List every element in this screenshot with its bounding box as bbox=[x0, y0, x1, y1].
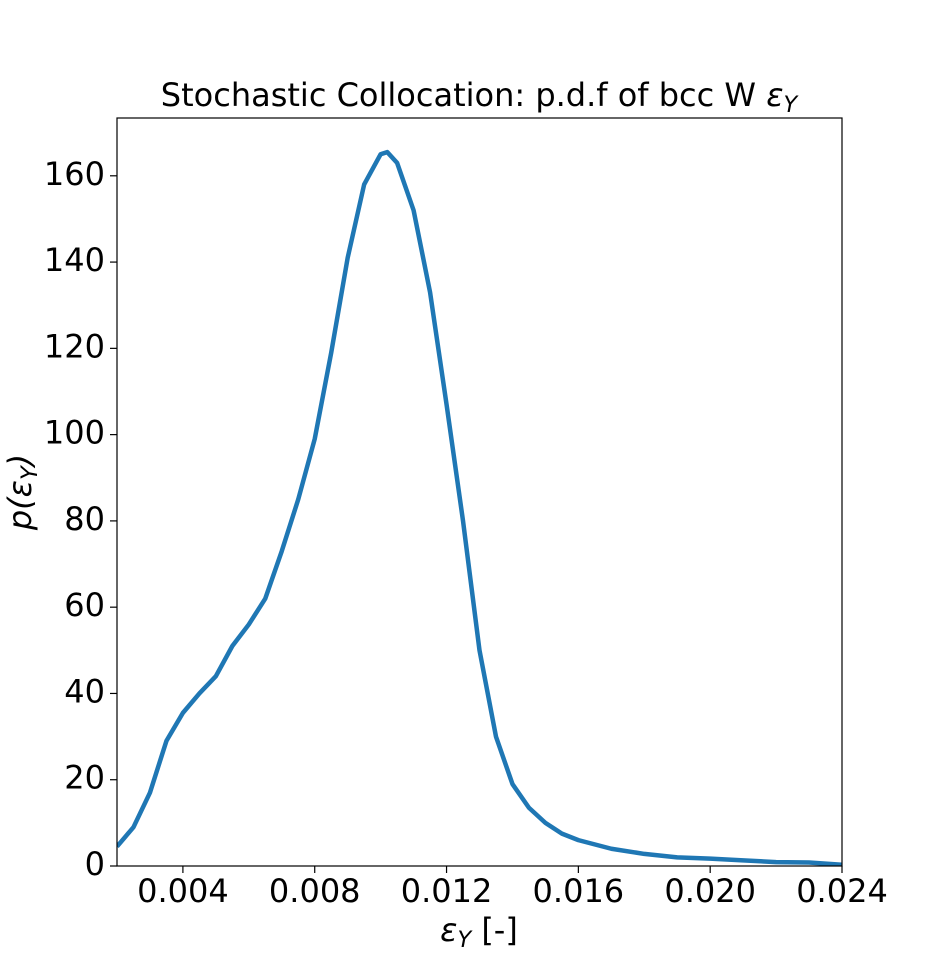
y-tick-label: 60 bbox=[64, 586, 105, 624]
y-tick-label: 80 bbox=[64, 500, 105, 538]
x-tick-label: 0.004 bbox=[137, 872, 229, 910]
y-tick-label: 0 bbox=[85, 845, 105, 883]
x-tick-label: 0.012 bbox=[401, 872, 493, 910]
y-tick-label: 140 bbox=[44, 241, 105, 279]
x-tick-label: 0.020 bbox=[664, 872, 756, 910]
y-tick-label: 120 bbox=[44, 327, 105, 365]
y-tick-label: 160 bbox=[44, 155, 105, 193]
y-axis-label: p(εY​) bbox=[1, 454, 43, 531]
y-tick-label: 100 bbox=[44, 414, 105, 452]
x-tick-label: 0.024 bbox=[796, 872, 888, 910]
x-tick-label: 0.016 bbox=[533, 872, 625, 910]
x-tick-label: 0.008 bbox=[269, 872, 361, 910]
plot-frame bbox=[116, 117, 843, 867]
y-tick-label: 20 bbox=[64, 759, 105, 797]
x-axis-label: εY​ [-] bbox=[440, 911, 518, 953]
y-tick-label: 40 bbox=[64, 672, 105, 710]
data-line bbox=[117, 149, 842, 866]
chart-title: Stochastic Collocation: p.d.f of bcc W ε… bbox=[161, 76, 800, 118]
